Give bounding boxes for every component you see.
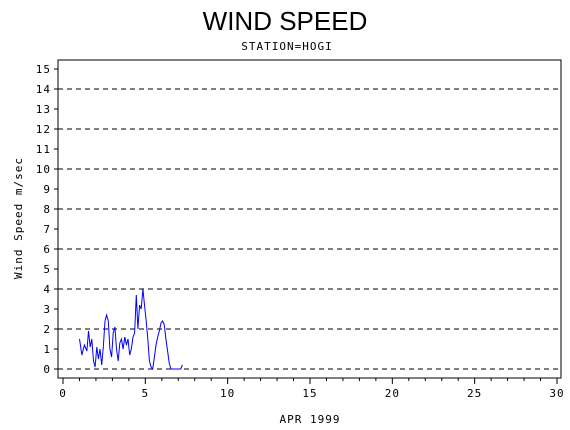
x-tick-label-30: 30 (549, 387, 564, 400)
y-tick-label-2: 2 (43, 323, 51, 336)
y-tick-label-7: 7 (43, 223, 51, 236)
y-tick-label-13: 13 (36, 103, 51, 116)
y-tick-label-3: 3 (43, 303, 51, 316)
chart-title: WIND SPEED (203, 6, 368, 36)
series-line-0 (79, 288, 183, 371)
y-tick-label-4: 4 (43, 283, 51, 296)
y-tick-label-1: 1 (43, 343, 51, 356)
y-tick-label-15: 15 (36, 63, 51, 76)
chart-subtitle: STATION=HOGI (241, 40, 332, 53)
x-tick-label-20: 20 (385, 387, 400, 400)
x-axis-label: APR 1999 (280, 413, 341, 426)
x-tick-label-15: 15 (302, 387, 317, 400)
y-tick-label-0: 0 (43, 363, 51, 376)
x-tick-label-5: 5 (142, 387, 150, 400)
y-tick-label-8: 8 (43, 203, 51, 216)
x-tick-label-25: 25 (467, 387, 482, 400)
y-tick-label-11: 11 (36, 143, 51, 156)
y-tick-label-12: 12 (36, 123, 51, 136)
y-tick-label-14: 14 (36, 83, 51, 96)
plot-frame (57, 59, 562, 379)
x-tick-label-0: 0 (59, 387, 67, 400)
y-tick-label-10: 10 (36, 163, 51, 176)
y-axis-label: Wind Speed m/sec (12, 157, 25, 279)
x-tick-label-10: 10 (220, 387, 235, 400)
y-tick-label-5: 5 (43, 263, 51, 276)
y-tick-label-6: 6 (43, 243, 51, 256)
y-tick-label-9: 9 (43, 183, 51, 196)
